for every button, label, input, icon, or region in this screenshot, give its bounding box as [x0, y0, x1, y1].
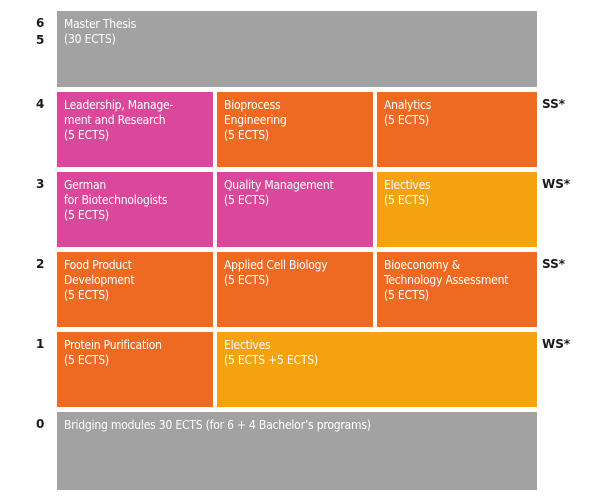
module-quality-management: Quality Management (5 ECTS) — [217, 172, 373, 247]
module-german: German for Biotechnologists (5 ECTS) — [57, 172, 213, 247]
module-credits: (5 ECTS) — [64, 128, 109, 142]
module-credits: (5 ECTS) — [384, 288, 429, 302]
module-title: German for Biotechnologists — [64, 178, 168, 207]
module-credits: (5 ECTS +5 ECTS) — [224, 353, 318, 367]
module-credits: (5 ECTS) — [64, 288, 109, 302]
module-title: Bioeconomy & Technology Assessment — [384, 258, 509, 287]
module-title: Master Thesis — [64, 17, 137, 31]
module-electives-semester-3: Electives (5 ECTS) — [377, 172, 537, 247]
module-title: Analytics — [384, 98, 432, 112]
semester-label-5: 5 — [36, 33, 45, 47]
module-title: Quality Management — [224, 178, 334, 192]
module-applied-cell-biology: Applied Cell Biology (5 ECTS) — [217, 252, 373, 327]
term-label-row-2: SS* — [542, 257, 566, 271]
module-credits: (5 ECTS) — [384, 113, 429, 127]
module-title: Food Product Development — [64, 258, 135, 287]
module-bioeconomy: Bioeconomy & Technology Assessment (5 EC… — [377, 252, 537, 327]
module-credits: (5 ECTS) — [64, 353, 109, 367]
semester-label-2: 2 — [36, 257, 45, 271]
module-title: Applied Cell Biology — [224, 258, 328, 272]
module-title: Electives — [384, 178, 431, 192]
module-credits: (5 ECTS) — [384, 193, 429, 207]
module-title: Protein Purification — [64, 338, 162, 352]
semester-label-4: 4 — [36, 97, 45, 111]
semester-label-0: 0 — [36, 417, 45, 431]
semester-label-1: 1 — [36, 337, 45, 351]
module-credits: (5 ECTS) — [64, 208, 109, 222]
module-title: Bridging modules 30 ECTS (for 6 + 4 Bach… — [64, 418, 371, 432]
semester-label-3: 3 — [36, 177, 45, 191]
module-title: Electives — [224, 338, 271, 352]
module-title: Bioprocess Engineering — [224, 98, 287, 127]
module-protein-purification: Protein Purification (5 ECTS) — [57, 332, 213, 407]
module-bridging: Bridging modules 30 ECTS (for 6 + 4 Bach… — [57, 412, 537, 490]
module-credits: (5 ECTS) — [224, 193, 269, 207]
module-title: Leadership, Manage- ment and Research — [64, 98, 174, 127]
semester-label-6: 6 — [36, 16, 45, 30]
term-label-row-3: WS* — [542, 177, 571, 191]
term-label-row-1: WS* — [542, 337, 571, 351]
module-credits: (5 ECTS) — [224, 128, 269, 142]
module-bioprocess-engineering: Bioprocess Engineering (5 ECTS) — [217, 92, 373, 167]
module-credits: (30 ECTS) — [64, 32, 116, 46]
module-leadership: Leadership, Manage- ment and Research (5… — [57, 92, 213, 167]
module-master-thesis: Master Thesis (30 ECTS) — [57, 11, 537, 87]
term-label-row-4: SS* — [542, 97, 566, 111]
module-electives-semester-1: Electives (5 ECTS +5 ECTS) — [217, 332, 537, 407]
module-food-product-development: Food Product Development (5 ECTS) — [57, 252, 213, 327]
module-analytics: Analytics (5 ECTS) — [377, 92, 537, 167]
module-credits: (5 ECTS) — [224, 273, 269, 287]
